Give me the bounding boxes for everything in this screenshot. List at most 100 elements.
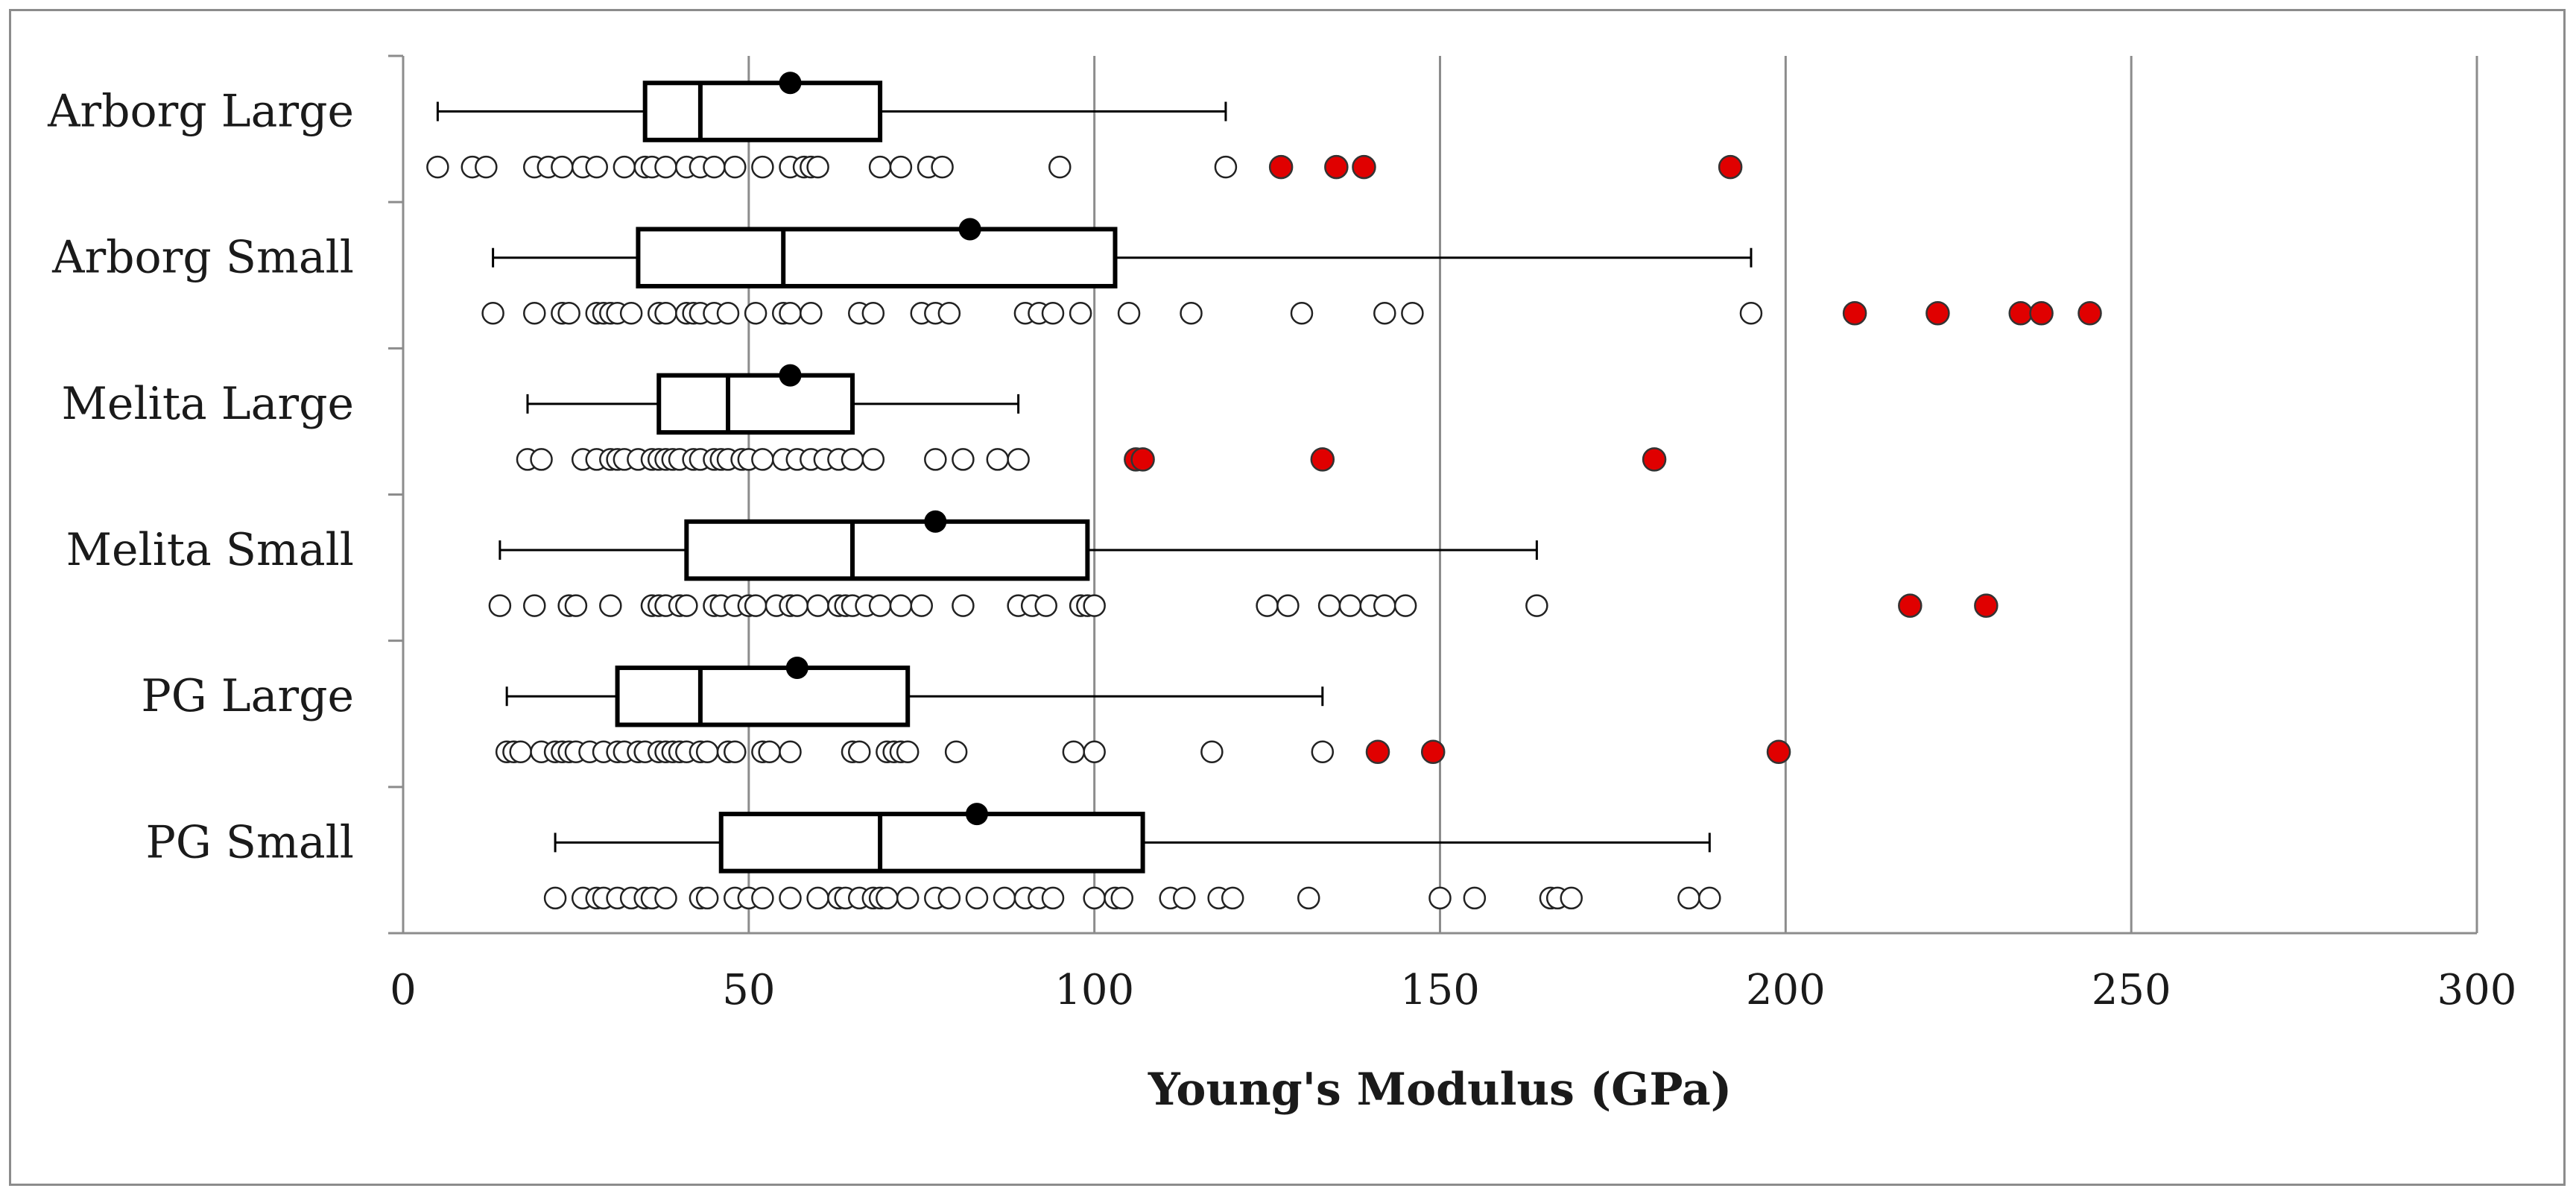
data-point xyxy=(1276,594,1300,617)
category-label: Arborg Large xyxy=(47,86,354,138)
data-point xyxy=(1041,886,1065,910)
data-point xyxy=(1401,302,1424,325)
data-point xyxy=(724,740,747,764)
data-point xyxy=(861,448,885,471)
outlier-point xyxy=(1766,739,1791,765)
data-point xyxy=(944,740,968,764)
data-point xyxy=(1041,302,1065,325)
data-point xyxy=(937,886,961,910)
mean-marker xyxy=(779,72,802,95)
data-point xyxy=(751,155,774,179)
data-point xyxy=(952,448,975,471)
mean-marker xyxy=(965,803,988,826)
outlier-point xyxy=(1310,447,1335,472)
data-point xyxy=(1117,302,1141,325)
data-point xyxy=(931,155,954,179)
data-point xyxy=(1007,448,1030,471)
data-point xyxy=(564,594,588,617)
category-label: Melita Small xyxy=(66,524,354,576)
data-point xyxy=(523,302,546,325)
outlier-point xyxy=(1352,154,1376,180)
data-point xyxy=(937,302,961,325)
data-point xyxy=(599,594,622,617)
outlier-point xyxy=(1365,739,1390,765)
gridlines xyxy=(747,56,2478,933)
data-point xyxy=(1428,886,1452,910)
data-point xyxy=(896,740,920,764)
data-point xyxy=(1200,740,1224,764)
x-tick-label: 200 xyxy=(1746,966,1826,1014)
data-point xyxy=(1463,886,1487,910)
labels: 0 50 100 150 200 250 300 Arborg Large Arborg Sma… xyxy=(47,86,2516,1014)
data-point xyxy=(1311,740,1335,764)
outlier-point xyxy=(1642,447,1667,472)
data-point xyxy=(1560,886,1583,910)
mean-marker xyxy=(924,510,947,533)
data-point xyxy=(861,302,885,325)
data-point xyxy=(1221,886,1244,910)
outlier-point xyxy=(1130,447,1155,472)
data-point xyxy=(675,594,698,617)
data-point xyxy=(1110,886,1134,910)
outlier-point xyxy=(1718,154,1743,180)
chart-frame xyxy=(9,9,2566,1186)
data-point xyxy=(523,594,546,617)
data-point xyxy=(1525,594,1548,617)
data-point xyxy=(1373,302,1396,325)
outlier-point xyxy=(1898,593,1922,618)
outlier-point xyxy=(2077,301,2102,326)
data-point xyxy=(779,886,802,910)
category-label: Melita Large xyxy=(62,378,355,430)
data-point xyxy=(1083,594,1106,617)
data-point xyxy=(965,886,989,910)
data-point xyxy=(1069,302,1092,325)
iqr-box xyxy=(684,519,1090,581)
x-tick-label: 300 xyxy=(2437,966,2517,1014)
data-point xyxy=(1393,594,1417,617)
mean-marker xyxy=(785,656,808,679)
outlier-point xyxy=(1324,154,1349,180)
data-point xyxy=(1297,886,1320,910)
data-point xyxy=(800,302,823,325)
outlier-point xyxy=(1842,301,1867,326)
axes xyxy=(388,54,2477,935)
iqr-box xyxy=(642,80,883,142)
data-point xyxy=(924,448,947,471)
data-point xyxy=(1739,302,1763,325)
data-point xyxy=(585,155,608,179)
data-point xyxy=(910,594,933,617)
outlier-point xyxy=(1925,301,1950,326)
data-point xyxy=(1034,594,1057,617)
data-point xyxy=(1173,886,1196,910)
data-point xyxy=(744,302,768,325)
data-point xyxy=(806,155,829,179)
x-tick-label: 0 xyxy=(390,966,417,1014)
data-point xyxy=(779,740,802,764)
x-tick-label: 100 xyxy=(1054,966,1134,1014)
x-tick-label: 50 xyxy=(722,966,775,1014)
data-point xyxy=(1180,302,1203,325)
outlier-point xyxy=(1268,154,1294,180)
data-points xyxy=(426,154,2102,910)
data-point xyxy=(530,448,553,471)
data-point xyxy=(654,886,677,910)
data-point xyxy=(557,302,580,325)
data-point xyxy=(488,594,512,617)
outlier-point xyxy=(1420,739,1446,765)
category-label: PG Small xyxy=(145,816,354,868)
x-axis-title: Young's Modulus (GPa) xyxy=(1148,1064,1732,1116)
category-label: Arborg Small xyxy=(51,232,354,284)
data-point xyxy=(1083,740,1106,764)
data-point xyxy=(751,886,774,910)
data-point xyxy=(619,302,643,325)
data-point xyxy=(543,886,567,910)
iqr-box xyxy=(636,227,1118,288)
x-tick-label: 150 xyxy=(1400,966,1480,1014)
data-point xyxy=(896,886,920,910)
data-point xyxy=(426,155,449,179)
data-point xyxy=(1048,155,1072,179)
data-point xyxy=(1698,886,1721,910)
data-point xyxy=(1214,155,1238,179)
boxes xyxy=(436,72,1753,874)
